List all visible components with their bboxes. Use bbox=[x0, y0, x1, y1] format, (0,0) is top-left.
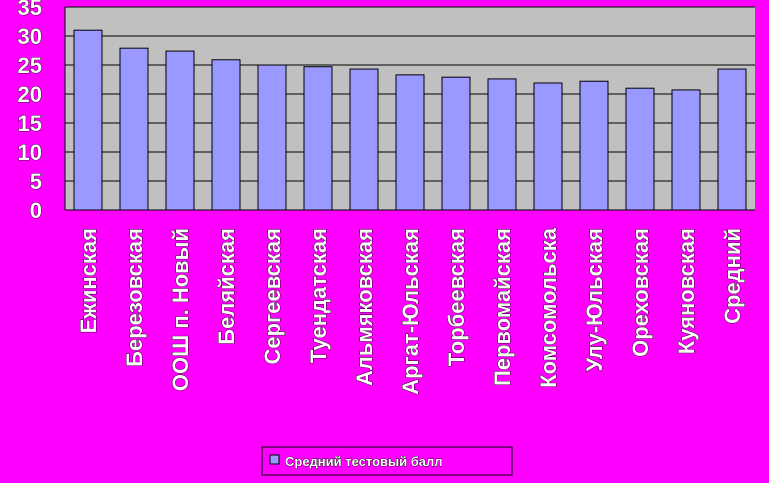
x-tick-label: Средний bbox=[720, 228, 745, 324]
bar bbox=[73, 29, 103, 211]
legend-box bbox=[261, 446, 513, 476]
y-tick-label: 15 bbox=[18, 111, 42, 136]
x-tick-label: Аргат-Юльская bbox=[398, 228, 423, 395]
x-tick-label: Ореховская bbox=[628, 228, 653, 357]
legend-label: Средний тестовый балл bbox=[285, 454, 443, 469]
bar bbox=[533, 82, 563, 211]
y-tick-label: 5 bbox=[30, 169, 42, 194]
y-tick-label: 35 bbox=[18, 0, 42, 20]
x-tick-label: Беляйская bbox=[214, 228, 239, 345]
x-tick-label: Березовская bbox=[122, 228, 147, 367]
bar bbox=[487, 78, 517, 211]
bar bbox=[579, 80, 609, 211]
y-tick-label: 10 bbox=[18, 140, 42, 165]
y-tick-label: 0 bbox=[30, 198, 42, 223]
bar bbox=[119, 47, 149, 211]
x-tick-label: ООШ п. Новый bbox=[168, 228, 193, 391]
bar bbox=[441, 76, 471, 211]
x-tick-label: Комсомольска bbox=[536, 227, 561, 388]
x-tick-label: Сергеевская bbox=[260, 228, 285, 365]
bar bbox=[349, 68, 379, 211]
x-tick-label: Торбеевская bbox=[444, 228, 469, 366]
bar bbox=[165, 50, 195, 211]
bar bbox=[625, 87, 655, 211]
y-tick-label: 30 bbox=[18, 24, 42, 49]
x-tick-label: Первомайская bbox=[490, 228, 515, 386]
bar bbox=[717, 68, 747, 211]
x-tick-label: Ежинская bbox=[76, 228, 101, 333]
x-tick-label: Туендатская bbox=[306, 228, 331, 363]
y-tick-label: 25 bbox=[18, 53, 42, 78]
bar bbox=[671, 89, 701, 211]
y-tick-label: 20 bbox=[18, 82, 42, 107]
legend-swatch bbox=[269, 454, 280, 465]
x-tick-label: Улу-Юльская bbox=[582, 228, 607, 372]
bar bbox=[303, 66, 333, 211]
x-tick-label: Альмяковская bbox=[352, 228, 377, 386]
x-tick-label: Куяновская bbox=[674, 228, 699, 354]
bar bbox=[395, 74, 425, 211]
bar bbox=[211, 59, 241, 211]
bar bbox=[257, 64, 287, 211]
